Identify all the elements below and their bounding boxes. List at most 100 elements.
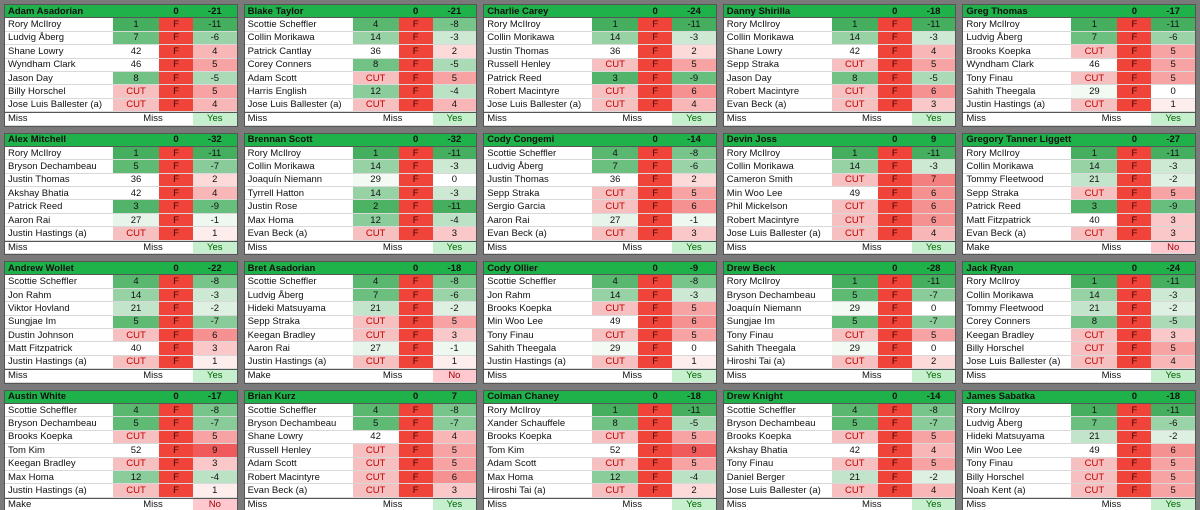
golfer-name: Evan Beck (a) [244, 227, 353, 241]
golfer-status: F [877, 18, 912, 32]
golfer-status: F [877, 146, 912, 161]
golfer-status: F [877, 288, 912, 303]
golfer-name: Rory McIlroy [5, 18, 113, 32]
golfer-score: -8 [432, 275, 477, 289]
golfer-name: Shane Lowry [5, 45, 113, 59]
team-panel: Colman Chaney 0 -18 Rory McIlroy 1 F -11 Xander… [483, 389, 717, 510]
golfer-name: Sungjae Im [723, 316, 832, 329]
team-total: -18 [672, 390, 716, 404]
golfer-score: -8 [193, 275, 237, 289]
golfer-name: Scottie Scheffler [484, 147, 593, 161]
golfer-position: 29 [831, 342, 878, 356]
golfer-score: -1 [432, 342, 477, 356]
golfer-score: 4 [1151, 355, 1195, 370]
golfer-position: 3 [592, 71, 639, 86]
golfer-name: Sahith Theegala [484, 342, 593, 356]
team-par: 0 [638, 5, 673, 19]
golfer-name: Rory McIlroy [963, 147, 1072, 161]
golfer-position: CUT [831, 213, 878, 228]
golfer-score: 4 [432, 430, 477, 445]
golfer-status: F [877, 71, 912, 86]
golfer-score: -11 [672, 18, 716, 32]
golfer-status: F [398, 430, 433, 445]
golfer-status: F [159, 484, 193, 498]
golfer-name: Scottie Scheffler [5, 404, 113, 418]
footer-cut: Miss [352, 369, 433, 383]
golfer-position: 21 [352, 302, 399, 316]
golfer-score: 4 [193, 187, 237, 201]
golfer-name: Dustin Johnson [5, 329, 113, 343]
golfer-status: F [1117, 275, 1152, 289]
footer-cut: Miss [113, 497, 193, 510]
golfer-position: CUT [1071, 328, 1118, 343]
golfer-position: 46 [113, 58, 159, 72]
golfer-score: -8 [432, 403, 477, 418]
team-par: 0 [159, 390, 193, 404]
team-name: Gregory Tanner Liggett [963, 133, 1118, 147]
golfer-score: -11 [1151, 146, 1195, 161]
footer-status: Make [963, 240, 1072, 255]
golfer-score: 4 [911, 45, 956, 59]
team-par: 0 [159, 133, 193, 147]
golfer-position: CUT [113, 85, 159, 99]
team-name: Drew Beck [723, 262, 878, 276]
golfer-position: 49 [1071, 444, 1118, 458]
team-par: 0 [159, 5, 193, 19]
golfer-status: F [159, 160, 193, 174]
golfer-score: -4 [432, 213, 477, 228]
golfer-position: 52 [113, 444, 159, 458]
golfer-status: F [398, 200, 433, 214]
team-total: -14 [911, 390, 956, 404]
team-total: -28 [911, 262, 956, 276]
golfer-name: Justin Hastings (a) [244, 356, 353, 370]
golfer-score: 5 [1151, 71, 1195, 86]
golfer-name: Sepp Straka [484, 187, 593, 201]
golfer-name: Brooks Koepka [484, 302, 593, 316]
team-name: Jack Ryan [963, 262, 1118, 276]
golfer-position: 8 [113, 71, 159, 86]
team-par: 0 [877, 133, 912, 147]
golfer-name: Scottie Scheffler [723, 404, 832, 418]
golfer-position: 21 [1071, 302, 1118, 316]
golfer-name: Adam Scott [244, 72, 353, 86]
golfer-name: Tony Finau [484, 329, 593, 343]
golfer-status: F [398, 173, 433, 188]
team-total: 9 [911, 133, 956, 147]
golfer-score: -6 [672, 160, 716, 174]
golfer-score: 2 [432, 45, 477, 59]
golfer-position: 21 [1071, 173, 1118, 188]
golfer-score: 4 [193, 98, 237, 113]
golfer-name: Jose Luis Ballester (a) [244, 99, 353, 113]
golfer-position: 14 [352, 160, 399, 174]
golfer-score: -1 [193, 213, 237, 228]
team-name: Andrew Wollet [5, 262, 159, 276]
team-name: Brennan Scott [244, 133, 399, 147]
golfer-score: 0 [911, 342, 956, 356]
team-par: 0 [398, 262, 433, 276]
golfer-position: 42 [831, 444, 878, 458]
footer-result: No [432, 369, 477, 383]
golfer-status: F [398, 315, 433, 329]
golfer-name: Phil Mickelson [723, 200, 832, 214]
golfer-position: 1 [1071, 146, 1118, 161]
golfer-name: Russell Henley [484, 59, 593, 72]
golfer-name: Bryson Dechambeau [5, 417, 113, 431]
golfer-score: -7 [193, 160, 237, 174]
golfer-status: F [638, 275, 673, 289]
team-panel: Drew Knight 0 -14 Scottie Scheffler 4 F -8 Brys… [722, 389, 957, 510]
golfer-position: 14 [1071, 288, 1118, 303]
golfer-position: 3 [1071, 200, 1118, 214]
golfer-name: Viktor Hovland [5, 302, 113, 316]
golfer-status: F [159, 275, 193, 289]
golfer-position: 1 [113, 18, 159, 32]
footer-cut: Miss [1071, 240, 1152, 255]
team-panel: Jack Ryan 0 -24 Rory McIlroy 1 F -11 Collin Mor… [962, 261, 1196, 384]
golfer-status: F [877, 484, 912, 498]
golfer-position: CUT [592, 430, 639, 445]
golfer-status: F [638, 200, 673, 214]
golfer-status: F [638, 288, 673, 303]
golfer-position: 8 [831, 71, 878, 86]
golfer-name: Sungjae Im [5, 316, 113, 329]
golfer-name: Patrick Reed [484, 72, 593, 86]
team-total: -17 [1151, 5, 1195, 19]
